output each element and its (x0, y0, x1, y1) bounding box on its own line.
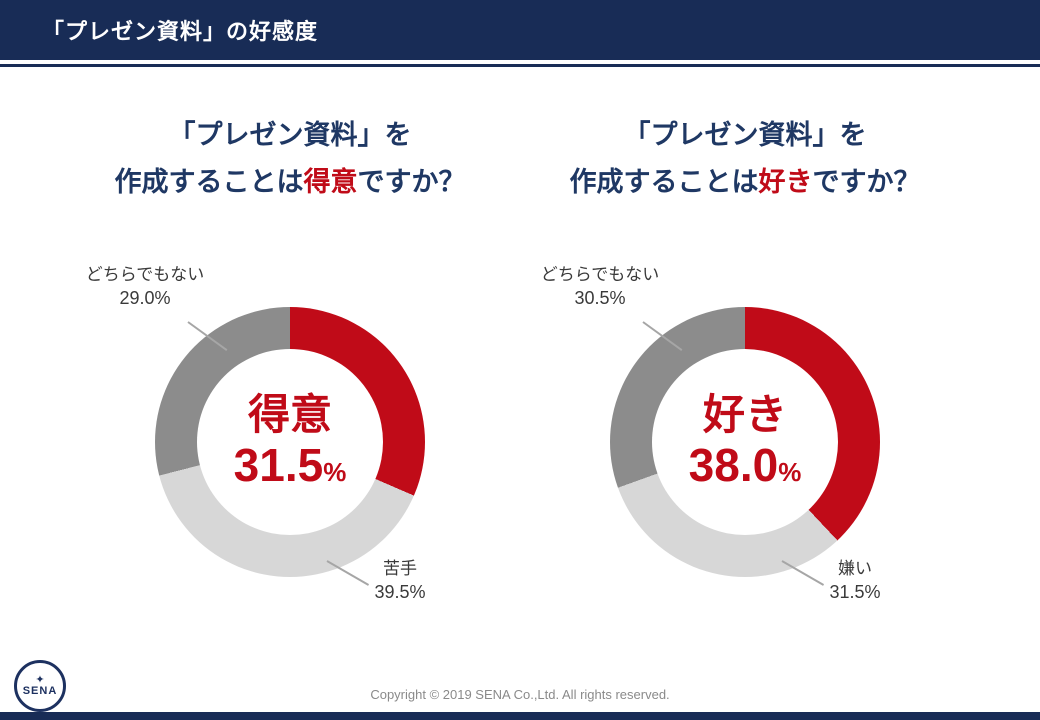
callout-left-neutral-label: どちらでもない (85, 265, 205, 284)
callout-right-neutral-label: どちらでもない (540, 265, 660, 284)
logo-star-icon: ✦ (35, 674, 45, 686)
question-left-line2-emphasis: 得意 (303, 167, 358, 198)
question-right-line2-pre: 作成することは (569, 167, 759, 198)
callout-left-bad-value: 39.5% (374, 582, 426, 603)
copyright-text: Copyright © 2019 SENA Co.,Ltd. All right… (370, 687, 670, 702)
donut-right-center-value: 38.0% (689, 439, 802, 492)
callout-right-neutral: どちらでもない 30.5% (525, 264, 675, 311)
question-left-line1: 「プレゼン資料」を (168, 120, 412, 150)
callout-right-dislike-label: 嫌い (838, 559, 872, 578)
question-right-line1: 「プレゼン資料」を (623, 120, 867, 150)
question-right-line2-emphasis: 好き (758, 167, 813, 198)
donut-right-center-number: 38.0 (688, 438, 779, 491)
callout-left-bad-label: 苦手 (383, 559, 417, 578)
callout-right-dislike-value: 31.5% (829, 582, 881, 603)
bottom-bar (0, 712, 1040, 720)
donut-left-center-value: 31.5% (234, 439, 347, 492)
slide-title: 「プレゼン資料」の好感度 (42, 19, 319, 44)
question-right-line2: 作成することは好きですか？ (485, 159, 1005, 206)
donut-left-hole: 得意 31.5% (197, 349, 383, 535)
question-left-line2-pre: 作成することは (114, 167, 304, 198)
callout-left-neutral-value: 29.0% (119, 288, 171, 309)
donut-right-center-unit: % (778, 456, 802, 487)
callout-right-neutral-value: 30.5% (574, 288, 626, 309)
question-title-right: 「プレゼン資料」を 作成することは好きですか？ (485, 112, 1005, 207)
question-left-line2: 作成することは得意ですか？ (30, 159, 550, 206)
callout-right-dislike: 嫌い 31.5% (800, 558, 910, 605)
question-title-left: 「プレゼン資料」を 作成することは得意ですか？ (30, 112, 550, 207)
donut-chart-right: 好き 38.0% (610, 307, 880, 577)
callout-left-bad: 苦手 39.5% (345, 558, 455, 605)
donut-right-center-label: 好き (702, 391, 787, 439)
callout-left-neutral: どちらでもない 29.0% (70, 264, 220, 311)
donut-left-center-number: 31.5 (233, 438, 324, 491)
donut-right-hole: 好き 38.0% (652, 349, 838, 535)
header-divider (0, 64, 1040, 67)
donut-left-center-label: 得意 (247, 391, 332, 439)
slide-header: 「プレゼン資料」の好感度 (0, 0, 1040, 60)
question-right-line2-post: ですか？ (812, 167, 921, 198)
donut-left-center-unit: % (323, 456, 347, 487)
question-left-line2-post: ですか？ (357, 167, 466, 198)
donut-chart-left: 得意 31.5% (155, 307, 425, 577)
sena-logo: ✦ SENA (14, 660, 66, 712)
logo-text: SENA (22, 685, 58, 697)
